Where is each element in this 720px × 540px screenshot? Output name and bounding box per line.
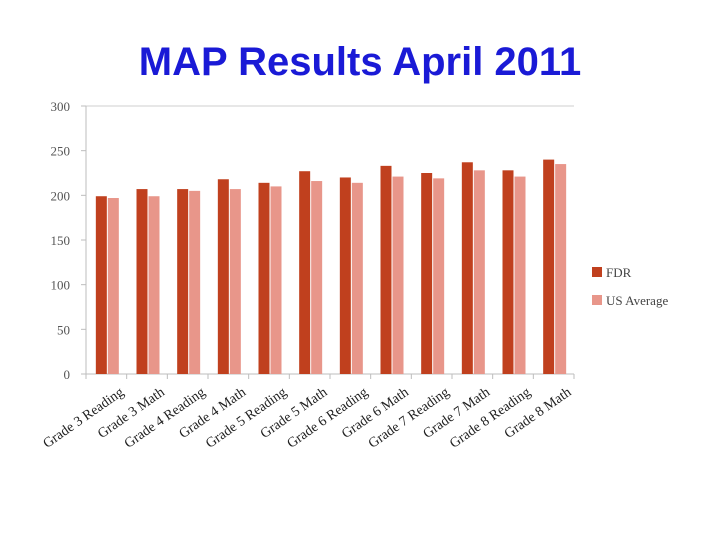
bar-us-average	[270, 186, 282, 374]
y-tick-label: 0	[64, 367, 71, 382]
y-tick-label: 150	[51, 233, 71, 248]
bar-us-average	[555, 164, 567, 374]
bar-us-average	[148, 196, 160, 374]
page-title: MAP Results April 2011	[138, 40, 582, 84]
bar-fdr	[258, 182, 270, 374]
bar-us-average	[189, 190, 201, 374]
y-tick-label: 50	[57, 322, 70, 337]
bar-us-average	[392, 176, 404, 374]
bar-fdr	[502, 170, 514, 374]
legend-swatch	[592, 267, 602, 277]
bar-fdr	[543, 159, 555, 374]
bars	[95, 159, 567, 374]
bar-us-average	[351, 182, 363, 374]
y-tick-label: 300	[51, 99, 71, 114]
bar-us-average	[514, 176, 526, 374]
bar-us-average	[311, 181, 323, 374]
bar-fdr	[177, 189, 189, 374]
bar-fdr	[299, 171, 311, 374]
bar-us-average	[107, 198, 119, 374]
bar-fdr	[461, 162, 473, 374]
y-tick-label: 100	[51, 278, 71, 293]
legend-label: FDR	[606, 265, 632, 280]
legend-swatch	[592, 295, 602, 305]
bar-us-average	[433, 178, 445, 374]
axes: 0 50 100 150 200 250 300	[51, 99, 575, 382]
bar-us-average	[229, 189, 241, 374]
bar-fdr	[217, 179, 229, 374]
bar-fdr	[95, 196, 107, 374]
y-tick-label: 250	[51, 144, 71, 159]
legend: FDR US Average	[592, 265, 668, 308]
y-tick-label: 200	[51, 188, 71, 203]
legend-label: US Average	[606, 293, 668, 308]
bar-fdr	[136, 189, 148, 374]
bar-fdr	[421, 173, 433, 374]
bar-fdr	[380, 165, 392, 374]
bar-fdr	[339, 177, 351, 374]
bar-us-average	[473, 170, 485, 374]
